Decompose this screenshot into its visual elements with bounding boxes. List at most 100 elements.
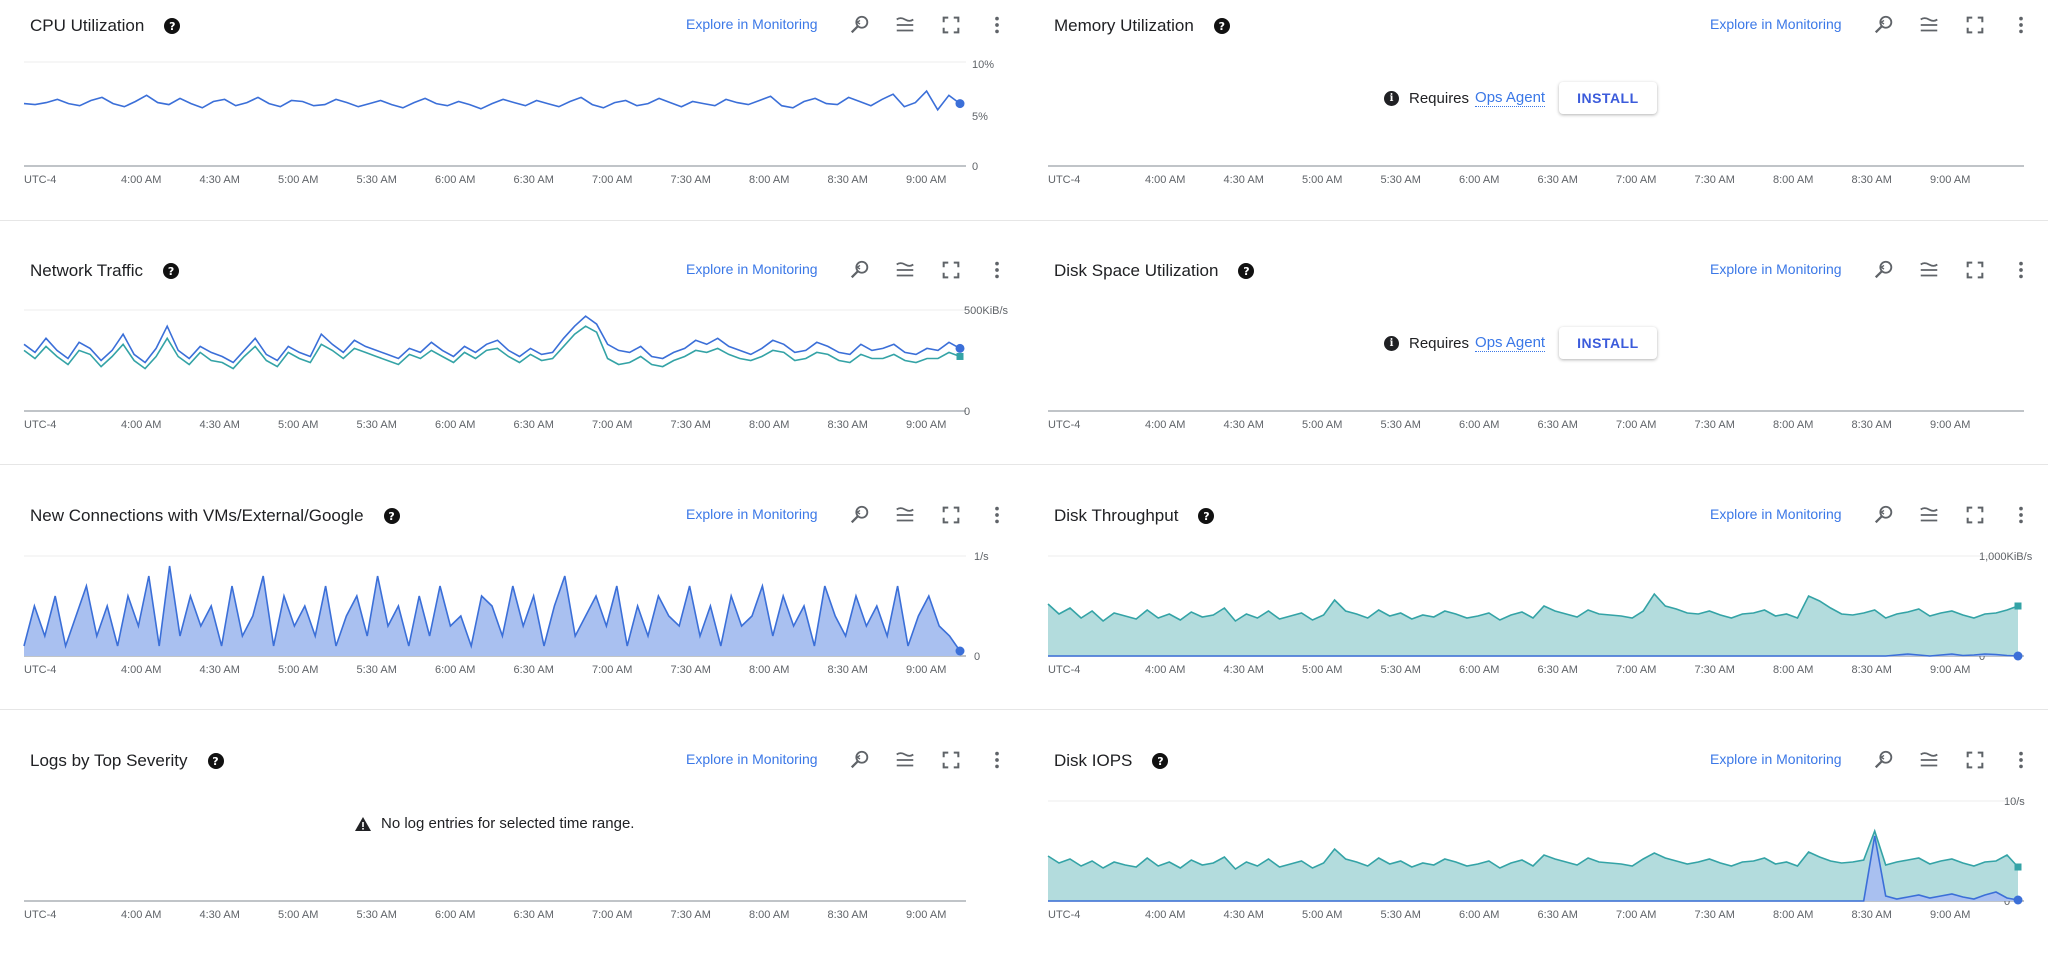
panel-disk-space: UTC-4 4:00 AM 4:30 AM 5:00 AM 5:30 AM 6:00 AM… <box>1024 245 2048 490</box>
x-tick-label: 7:00 AM <box>592 174 632 186</box>
fullscreen-icon[interactable] <box>1962 747 1988 773</box>
zoom-search-icon[interactable] <box>847 12 873 38</box>
explore-in-monitoring-link[interactable]: Explore in Monitoring <box>1710 261 1842 277</box>
help-icon[interactable]: ? <box>164 18 181 34</box>
x-tick-label: 5:30 AM <box>1381 174 1421 186</box>
panel-title: Memory Utilization? <box>1054 16 1230 36</box>
series-line <box>23 89 961 112</box>
panel-title-text: Memory Utilization <box>1054 16 1194 35</box>
series-end-marker <box>2014 863 2022 871</box>
x-tick-label: 8:00 AM <box>749 419 789 431</box>
panel-title: Disk Space Utilization? <box>1054 261 1255 281</box>
x-tick-label: 8:00 AM <box>1773 664 1813 676</box>
x-tick-label: 6:00 AM <box>1459 909 1499 921</box>
x-tick-label: 5:00 AM <box>1302 174 1342 186</box>
legend-toggle-icon[interactable] <box>892 12 918 38</box>
explore-in-monitoring-link[interactable]: Explore in Monitoring <box>686 16 818 32</box>
legend-toggle-icon[interactable] <box>1916 257 1942 283</box>
zoom-search-icon[interactable] <box>847 747 873 773</box>
help-icon[interactable]: ? <box>1198 508 1215 524</box>
legend-toggle-icon[interactable] <box>1916 12 1942 38</box>
x-tick-label: 4:00 AM <box>1145 174 1185 186</box>
x-tick-label: 6:00 AM <box>435 664 475 676</box>
x-tick-label: 8:00 AM <box>1773 419 1813 431</box>
ops-agent-link[interactable]: Ops Agent <box>1475 334 1546 352</box>
legend-toggle-icon[interactable] <box>892 257 918 283</box>
ops-agent-link[interactable]: Ops Agent <box>1475 89 1546 107</box>
x-tick-label: 8:00 AM <box>1773 909 1813 921</box>
x-tick-label: 8:30 AM <box>828 419 868 431</box>
fullscreen-icon[interactable] <box>1962 502 1988 528</box>
more-options-icon[interactable] <box>2008 257 2034 283</box>
y-tick-label: 10% <box>972 59 994 71</box>
explore-in-monitoring-link[interactable]: Explore in Monitoring <box>1710 751 1842 767</box>
install-button[interactable]: INSTALL <box>1559 327 1657 359</box>
x-tick-label: 6:00 AM <box>435 419 475 431</box>
x-tick-label: 5:00 AM <box>1302 664 1342 676</box>
zoom-search-icon[interactable] <box>1871 747 1897 773</box>
chart-svg: UTC-4 4:00 AM 4:30 AM 5:00 AM 5:30 AM 6:00 AM… <box>23 305 1009 431</box>
x-tick-timezone: UTC-4 <box>1048 419 1080 431</box>
help-icon[interactable]: ? <box>1238 263 1255 279</box>
zoom-search-icon[interactable] <box>1871 12 1897 38</box>
explore-in-monitoring-link[interactable]: Explore in Monitoring <box>686 506 818 522</box>
fullscreen-icon[interactable] <box>1962 257 1988 283</box>
help-icon[interactable]: ? <box>207 753 224 769</box>
x-tick-label: 6:30 AM <box>1538 174 1578 186</box>
x-tick-label: 7:30 AM <box>1695 174 1735 186</box>
series-line <box>23 325 961 370</box>
legend-toggle-icon[interactable] <box>1916 502 1942 528</box>
fullscreen-icon[interactable] <box>938 502 964 528</box>
x-tick-label: 4:00 AM <box>121 909 161 921</box>
x-tick-label: 7:30 AM <box>671 664 711 676</box>
x-tick-label: 7:00 AM <box>1616 909 1656 921</box>
fullscreen-icon[interactable] <box>938 257 964 283</box>
zoom-search-icon[interactable] <box>1871 502 1897 528</box>
more-options-icon[interactable] <box>2008 12 2034 38</box>
zoom-search-icon[interactable] <box>847 257 873 283</box>
legend-toggle-icon[interactable] <box>892 502 918 528</box>
x-tick-label: 5:30 AM <box>357 909 397 921</box>
fullscreen-icon[interactable] <box>938 747 964 773</box>
x-tick-timezone: UTC-4 <box>24 664 56 676</box>
chart-svg: UTC-4 4:00 AM 4:30 AM 5:00 AM 5:30 AM 6:00 AM… <box>1048 410 2024 431</box>
help-icon[interactable]: ? <box>1213 18 1230 34</box>
panel-title-text: Disk Space Utilization <box>1054 261 1219 280</box>
x-tick-label: 9:00 AM <box>906 664 946 676</box>
x-tick-label: 6:30 AM <box>514 174 554 186</box>
panel-title: Logs by Top Severity? <box>30 751 224 771</box>
install-button[interactable]: INSTALL <box>1559 82 1657 114</box>
explore-in-monitoring-link[interactable]: Explore in Monitoring <box>686 751 818 767</box>
more-options-icon[interactable] <box>984 257 1010 283</box>
explore-in-monitoring-link[interactable]: Explore in Monitoring <box>686 261 818 277</box>
zoom-search-icon[interactable] <box>847 502 873 528</box>
y-tick-label: 0 <box>1979 651 1985 663</box>
help-icon[interactable]: ? <box>1152 753 1169 769</box>
x-tick-label: 4:00 AM <box>121 419 161 431</box>
explore-in-monitoring-link[interactable]: Explore in Monitoring <box>1710 16 1842 32</box>
more-options-icon[interactable] <box>984 747 1010 773</box>
fullscreen-icon[interactable] <box>1962 12 1988 38</box>
explore-in-monitoring-link[interactable]: Explore in Monitoring <box>1710 506 1842 522</box>
x-tick-label: 9:00 AM <box>906 419 946 431</box>
series-end-marker <box>2013 651 2023 661</box>
more-options-icon[interactable] <box>2008 747 2034 773</box>
x-tick-label: 6:30 AM <box>1538 909 1578 921</box>
fullscreen-icon[interactable] <box>938 12 964 38</box>
x-tick-label: 4:30 AM <box>1224 909 1264 921</box>
help-icon[interactable]: ? <box>383 508 400 524</box>
series-area <box>1048 594 2018 656</box>
row-divider <box>0 464 2048 465</box>
panel-cpu: UTC-4 4:00 AM 4:30 AM 5:00 AM 5:30 AM 6:00 AM… <box>0 0 1024 245</box>
panel-connections: UTC-4 4:00 AM 4:30 AM 5:00 AM 5:30 AM 6:00 AM… <box>0 490 1024 735</box>
more-options-icon[interactable] <box>984 12 1010 38</box>
legend-toggle-icon[interactable] <box>1916 747 1942 773</box>
x-tick-label: 8:30 AM <box>828 664 868 676</box>
x-tick-label: 5:00 AM <box>1302 419 1342 431</box>
x-tick-label: 8:00 AM <box>749 909 789 921</box>
zoom-search-icon[interactable] <box>1871 257 1897 283</box>
more-options-icon[interactable] <box>2008 502 2034 528</box>
help-icon[interactable]: ? <box>163 263 180 279</box>
legend-toggle-icon[interactable] <box>892 747 918 773</box>
more-options-icon[interactable] <box>984 502 1010 528</box>
